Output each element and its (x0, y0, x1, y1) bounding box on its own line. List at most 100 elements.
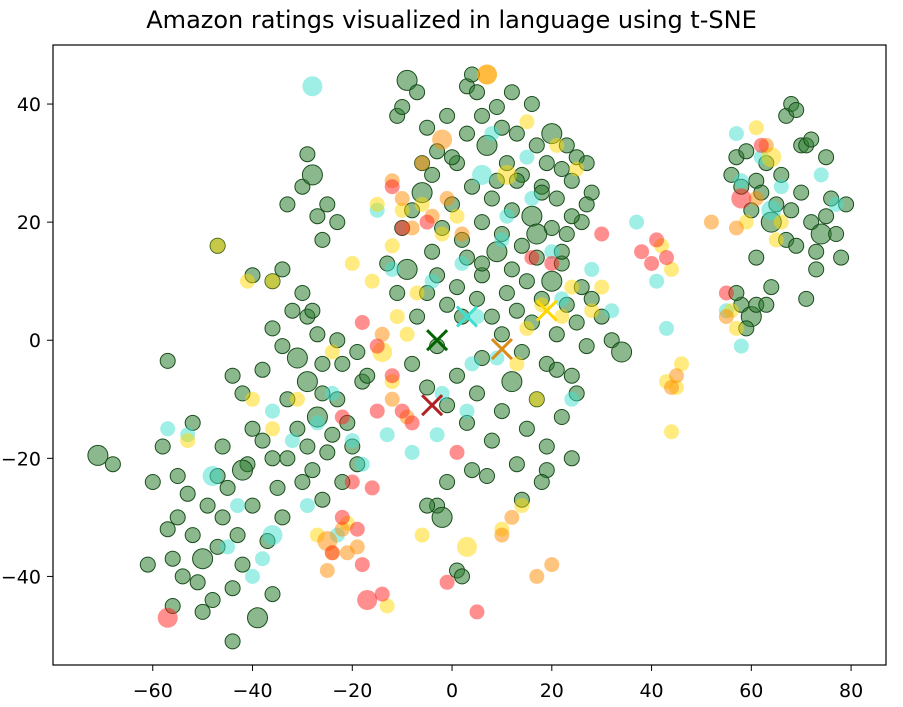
x-tick-label: −60 (133, 680, 173, 702)
cyan-point (384, 261, 400, 277)
orange-point (384, 391, 400, 407)
gold-point (748, 120, 764, 136)
green-point (139, 556, 156, 573)
green-point (818, 149, 835, 166)
green-point (748, 249, 765, 266)
cyan-point (733, 338, 749, 354)
axes-frame (52, 44, 887, 666)
red-point (157, 607, 178, 628)
red-point (731, 188, 752, 209)
green-point (324, 426, 341, 443)
gold-point (457, 536, 477, 557)
green-point (244, 420, 261, 437)
orange-point (394, 191, 410, 206)
green-point (444, 149, 460, 166)
x-tick-label: 80 (839, 680, 863, 702)
gold-point (554, 309, 570, 325)
green-point (803, 131, 820, 148)
green-point (404, 355, 421, 372)
green-point (763, 279, 780, 296)
gold-point (569, 161, 585, 177)
green-point (553, 161, 570, 177)
green-point (224, 367, 241, 384)
red-point (344, 474, 360, 490)
cyan-point (659, 320, 674, 336)
green-point (159, 521, 176, 538)
x-axis: −60 −40 −20 0 20 40 60 80 (133, 665, 863, 702)
green-point (214, 509, 231, 526)
green-point (808, 261, 825, 278)
green-point (419, 119, 436, 136)
gold-point (564, 279, 580, 295)
green-point (301, 164, 323, 186)
cyan-point (649, 273, 665, 289)
cyan-point (728, 126, 744, 142)
green-point (279, 196, 296, 213)
red-point (594, 226, 610, 242)
orange-point (664, 380, 679, 395)
green-point (224, 580, 241, 597)
x-tick-label: 0 (446, 680, 458, 702)
green-point (254, 432, 271, 449)
cyan-point (202, 466, 223, 486)
green-point (449, 367, 465, 384)
green-point (518, 420, 535, 437)
red-point (394, 403, 410, 419)
gold-point (514, 498, 530, 514)
gold-point (265, 273, 280, 289)
green-point (568, 314, 585, 331)
green-point (232, 459, 253, 481)
cyan-point (262, 525, 283, 546)
green-point (254, 361, 271, 378)
green-point (464, 178, 480, 195)
green-point (454, 568, 470, 585)
green-point (264, 320, 281, 337)
green-point (274, 509, 291, 526)
y-tick-label: −20 (1, 448, 41, 470)
orange-point (718, 309, 734, 325)
gold-point (414, 527, 430, 543)
orange-point (334, 521, 350, 537)
orange-point (339, 545, 355, 561)
green-point (563, 450, 580, 467)
red-point (369, 338, 385, 354)
green-point (299, 438, 316, 455)
gold-point (414, 196, 430, 212)
green-point (269, 479, 286, 496)
green-point (449, 279, 465, 296)
green-point (264, 586, 281, 603)
green-point (169, 468, 186, 484)
red-point (524, 250, 540, 266)
cyan-point (459, 403, 475, 419)
gold-point (344, 256, 360, 271)
gold-point (584, 303, 600, 319)
green-point (244, 497, 261, 514)
green-point (474, 255, 490, 272)
green-point (563, 208, 580, 225)
orange-point (504, 509, 520, 525)
green-point (314, 355, 331, 372)
green-point (192, 548, 214, 570)
orange-point (669, 368, 684, 384)
green-point (264, 450, 281, 467)
green-point (419, 379, 436, 396)
green-point (396, 69, 418, 91)
red-point (369, 403, 385, 419)
green-point (294, 474, 311, 490)
green-point (314, 231, 331, 248)
cyan-point (544, 244, 560, 260)
green-point (788, 102, 805, 118)
red-point (649, 232, 665, 248)
cyan-point (813, 167, 829, 183)
green-point (396, 258, 418, 280)
cyan-point (484, 126, 500, 142)
gold-point (180, 433, 196, 449)
green-point (508, 125, 525, 142)
green-point (199, 497, 216, 514)
cyan-point (733, 173, 749, 189)
green-point (483, 432, 500, 449)
cyan-point (454, 256, 470, 271)
green-point (493, 326, 510, 343)
green-point (483, 308, 500, 325)
